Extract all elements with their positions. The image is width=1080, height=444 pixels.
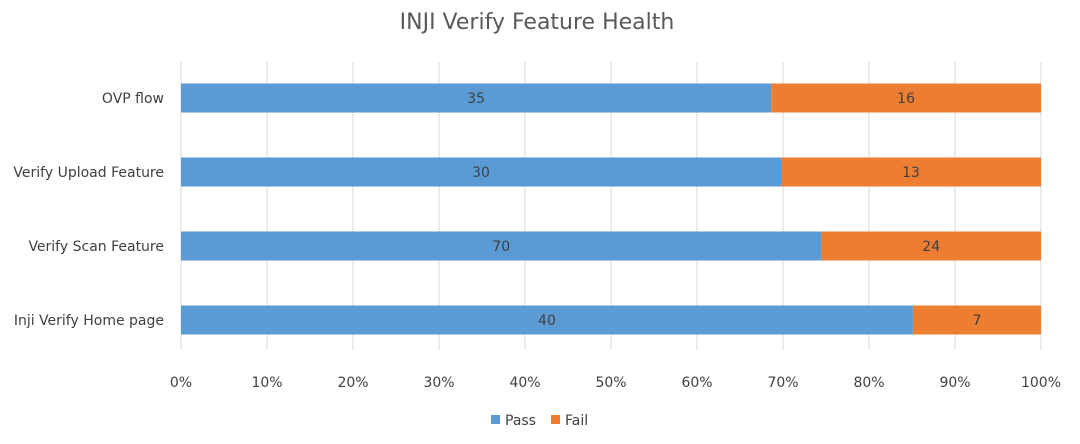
data-label: 13 bbox=[902, 165, 920, 181]
x-tick-label: 10% bbox=[251, 375, 282, 391]
x-tick-label: 80% bbox=[853, 375, 884, 391]
bar-pass bbox=[181, 231, 822, 261]
x-tick-label: 50% bbox=[595, 375, 626, 391]
data-label: 40 bbox=[538, 313, 556, 329]
bar-fail bbox=[912, 305, 1041, 335]
legend: Pass Fail bbox=[491, 413, 588, 429]
x-tick-label: 30% bbox=[423, 375, 454, 391]
category-label: OVP flow bbox=[102, 91, 164, 107]
legend-label-fail: Fail bbox=[565, 413, 588, 429]
bar-fail bbox=[781, 157, 1041, 187]
x-tick-label: 60% bbox=[681, 375, 712, 391]
bar-pass bbox=[181, 157, 781, 187]
data-label: 16 bbox=[897, 91, 915, 107]
x-tick-label: 100% bbox=[1021, 375, 1061, 391]
category-label: Inji Verify Home page bbox=[14, 313, 164, 329]
bar-fail bbox=[821, 231, 1041, 261]
bar-fail bbox=[771, 83, 1041, 113]
legend-swatch-fail bbox=[551, 415, 560, 424]
category-labels: OVP flow Verify Upload Feature Verify Scan… bbox=[13, 91, 164, 329]
x-tick-label: 20% bbox=[337, 375, 368, 391]
data-label: 35 bbox=[467, 91, 485, 107]
x-tick-label: 0% bbox=[170, 375, 192, 391]
data-label: 30 bbox=[472, 165, 490, 181]
x-axis-ticks: 0% 10% 20% 30% 40% 50% 60% 70% 80% 90% 100% bbox=[170, 375, 1061, 391]
legend-label-pass: Pass bbox=[505, 413, 536, 429]
bar-pass bbox=[181, 83, 772, 113]
data-label: 70 bbox=[492, 239, 510, 255]
x-tick-label: 90% bbox=[939, 375, 970, 391]
x-tick-label: 70% bbox=[767, 375, 798, 391]
category-label: Verify Scan Feature bbox=[28, 239, 164, 255]
x-tick-label: 40% bbox=[509, 375, 540, 391]
data-label: 7 bbox=[972, 313, 981, 329]
bars: 35 16 30 13 70 24 40 7 bbox=[181, 83, 1041, 335]
category-label: Verify Upload Feature bbox=[13, 165, 164, 181]
chart-title: INJI Verify Feature Health bbox=[400, 10, 675, 35]
legend-swatch-pass bbox=[491, 415, 500, 424]
data-label: 24 bbox=[922, 239, 940, 255]
bar-pass bbox=[181, 305, 913, 335]
